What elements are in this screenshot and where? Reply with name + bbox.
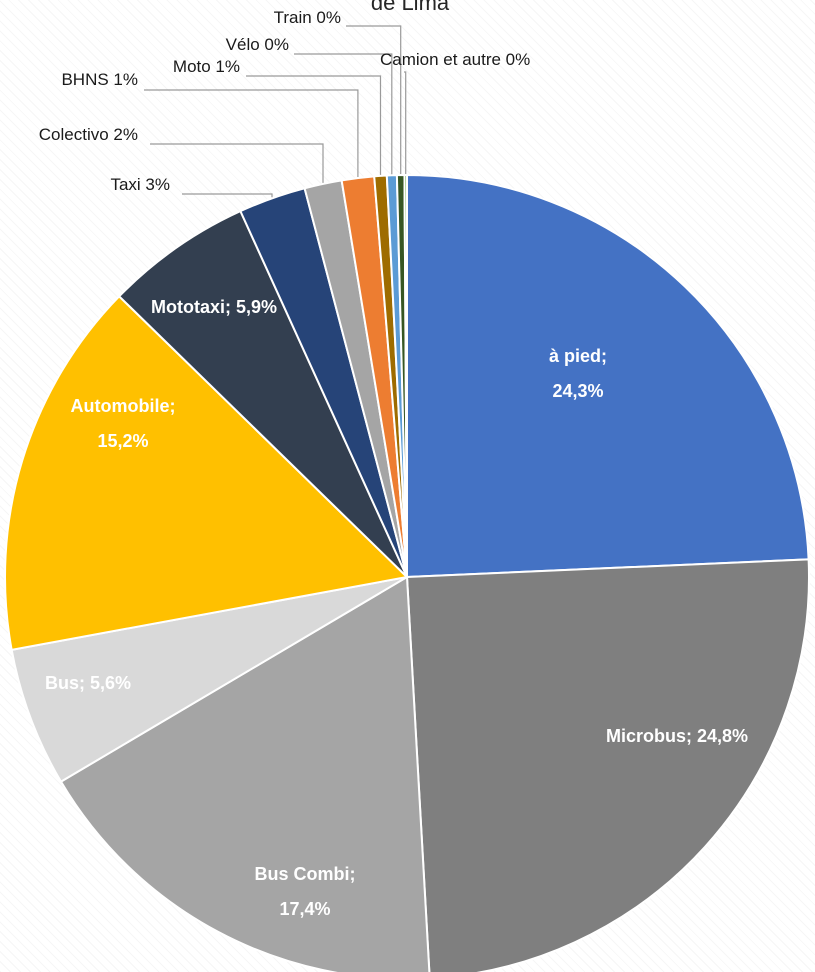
pie-slices	[4, 173, 810, 972]
slice-labels: à pied; 24,3% Microbus; 24,8% Bus Combi; 17,…	[39, 8, 748, 919]
data-label-taxi: Taxi 3%	[110, 175, 170, 194]
pie-slice-camion-et-autre	[403, 173, 408, 578]
data-label-moto: Moto 1%	[173, 57, 240, 76]
leader-line-train	[346, 25, 402, 174]
data-label-microbus: Microbus; 24,8%	[606, 726, 748, 746]
pie-slice-bus-combi	[59, 575, 431, 972]
pie-slice-microbus	[405, 558, 810, 972]
leader-line-colectivo	[150, 143, 324, 183]
data-label-mototaxi: Mototaxi; 5,9%	[151, 297, 277, 317]
data-label-automobile: Automobile; 15,2%	[71, 396, 176, 451]
pie-slice-automobile	[4, 294, 410, 652]
pie-slice-bus	[10, 576, 408, 783]
leader-line-velo	[294, 53, 393, 175]
pie-slice-a-pied	[406, 173, 810, 579]
data-label-camion-et-autre: Camion et autre 0%	[380, 50, 530, 69]
leader-lines	[144, 25, 407, 198]
leader-line-taxi	[182, 193, 273, 198]
data-label-bus-combi: Bus Combi; 17,4%	[255, 864, 356, 919]
leader-line-moto	[246, 75, 382, 175]
data-label-velo: Vélo 0%	[226, 35, 289, 54]
data-label-train: Train 0%	[274, 8, 341, 27]
chart-title: de Lima	[371, 0, 450, 15]
leader-line-bhns	[144, 89, 359, 177]
data-label-bus: Bus; 5,6%	[45, 673, 131, 693]
pie-slice-mototaxi	[117, 209, 408, 578]
leader-line-camion-et-autre	[404, 71, 407, 174]
data-label-bhns: BHNS 1%	[61, 70, 138, 89]
data-label-a-pied: à pied; 24,3%	[549, 346, 607, 401]
data-label-colectivo: Colectivo 2%	[39, 125, 138, 144]
